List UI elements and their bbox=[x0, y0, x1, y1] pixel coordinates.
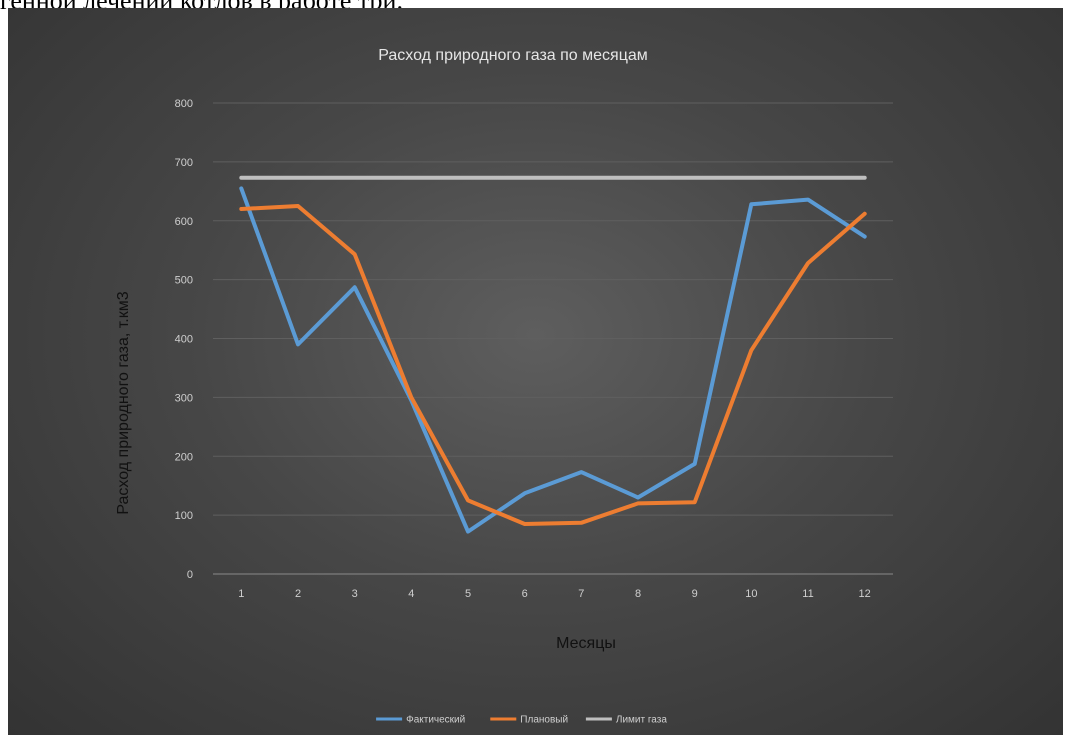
x-tick-label: 4 bbox=[408, 588, 414, 600]
series-line-1 bbox=[239, 186, 867, 534]
y-tick-label: 0 bbox=[187, 569, 193, 581]
x-tick-label: 5 bbox=[465, 588, 471, 600]
x-tick-label: 7 bbox=[578, 588, 584, 600]
x-tick-labels: 1 2 3 4 5 6 7 8 9 10 11 12 bbox=[238, 588, 871, 600]
x-tick-label: 10 bbox=[745, 588, 757, 600]
legend: Фактический Плановый Лимит газа bbox=[376, 715, 667, 726]
legend-label-2: Плановый bbox=[520, 715, 568, 726]
legend-label-3: Лимит газа bbox=[616, 715, 667, 726]
y-tick-label: 200 bbox=[175, 451, 193, 463]
gridlines bbox=[213, 102, 893, 575]
y-tick-label: 700 bbox=[175, 157, 193, 169]
x-tick-label: 11 bbox=[802, 588, 813, 600]
chart-title: Расход природного газа по месяцам bbox=[378, 47, 648, 64]
y-tick-label: 800 bbox=[175, 98, 193, 110]
y-tick-label: 300 bbox=[175, 392, 193, 404]
x-tick-label: 2 bbox=[295, 588, 301, 600]
legend-label-1: Фактический bbox=[406, 715, 465, 726]
y-tick-labels: 0 100 200 300 400 500 600 700 800 bbox=[175, 98, 193, 581]
y-axis-title: Расход природного газа, т.км3 bbox=[115, 291, 132, 514]
x-tick-label: 12 bbox=[859, 588, 871, 600]
series-line-2 bbox=[239, 204, 867, 526]
series-lines bbox=[239, 175, 867, 534]
y-tick-label: 500 bbox=[175, 275, 193, 287]
y-tick-label: 600 bbox=[175, 216, 193, 228]
chart-area: 0 100 200 300 400 500 600 700 800 1 2 3 4 5 6 7 8 9 10 11 1… bbox=[8, 8, 1063, 735]
x-tick-label: 1 bbox=[238, 588, 244, 600]
x-tick-label: 9 bbox=[692, 588, 698, 600]
x-tick-label: 6 bbox=[522, 588, 528, 600]
x-axis-title: Месяцы bbox=[556, 635, 616, 652]
y-tick-label: 400 bbox=[175, 334, 193, 346]
x-tick-label: 3 bbox=[352, 588, 358, 600]
x-tick-label: 8 bbox=[635, 588, 641, 600]
y-tick-label: 100 bbox=[175, 510, 193, 522]
